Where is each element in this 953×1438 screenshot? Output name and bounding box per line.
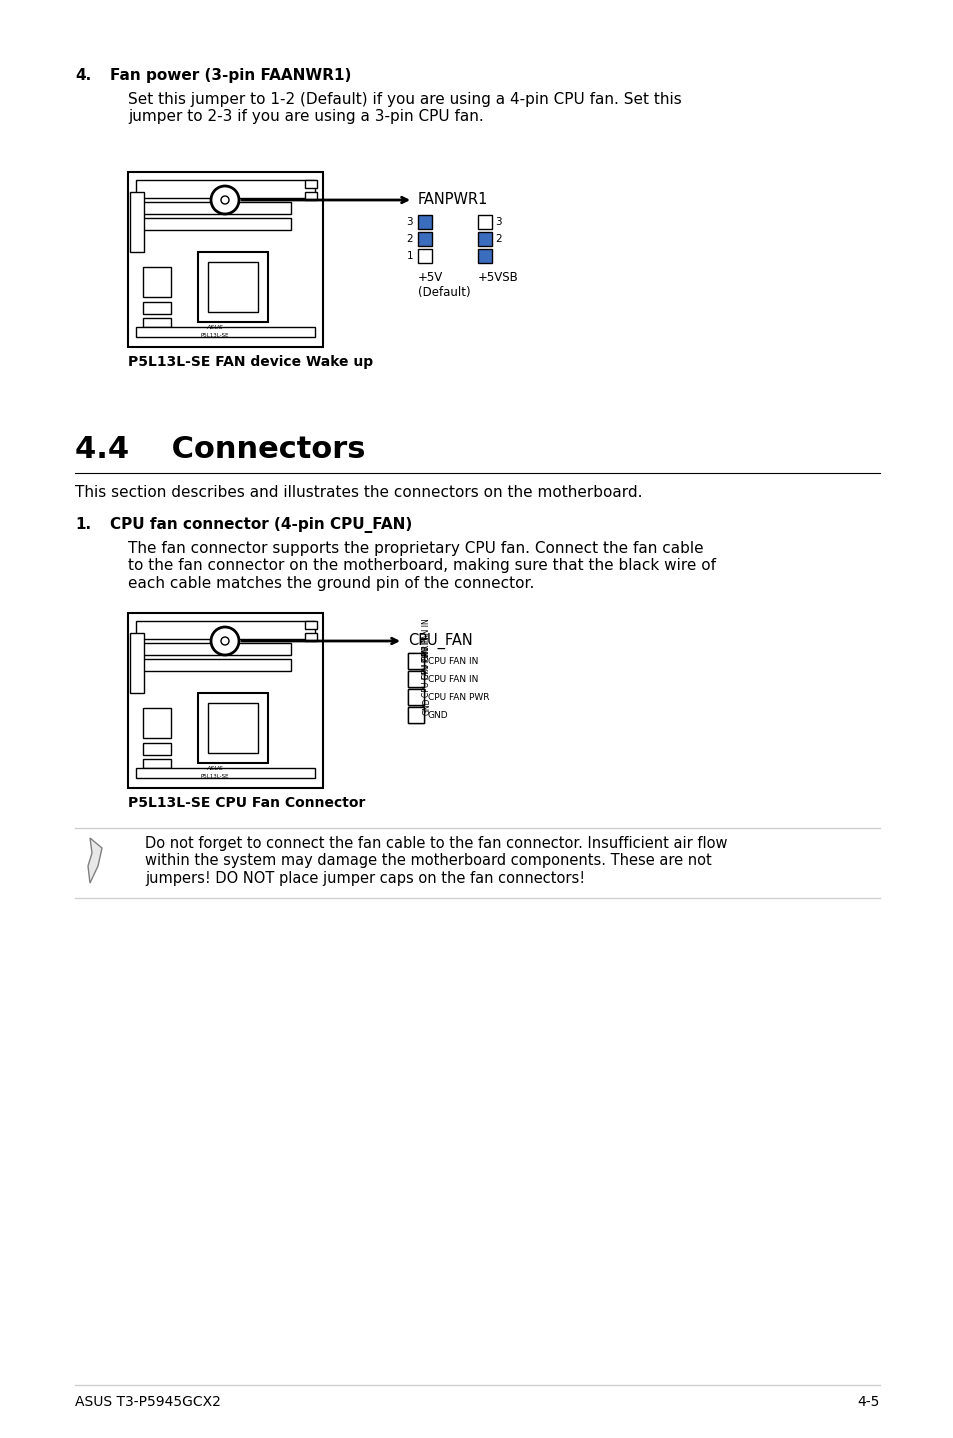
Bar [408, 653, 423, 669]
Text: 4-5: 4-5 [857, 1395, 879, 1409]
Bar [408, 689, 423, 705]
Bar [408, 653, 423, 669]
Text: CPU FAN PWR: CPU FAN PWR [422, 644, 431, 697]
Bar [136, 643, 291, 654]
Text: Do not forget to connect the fan cable to the fan connector. Insufficient air fl: Do not forget to connect the fan cable t… [145, 835, 727, 886]
Text: ASUS: ASUS [207, 766, 223, 771]
Text: Set this jumper to 1-2 (Default) if you are using a 4-pin CPU fan. Set this
jump: Set this jumper to 1-2 (Default) if you … [128, 92, 681, 125]
Text: CPU FAN IN: CPU FAN IN [428, 657, 477, 666]
Bar [198, 693, 268, 764]
Circle shape [211, 186, 239, 214]
Bar [305, 193, 316, 200]
Bar [136, 201, 291, 214]
Text: GND: GND [422, 697, 431, 715]
Bar [128, 613, 323, 788]
Text: 3: 3 [406, 217, 413, 227]
Text: CPU FAN IN: CPU FAN IN [428, 674, 477, 683]
Text: P5L13L-SE FAN device Wake up: P5L13L-SE FAN device Wake up [128, 355, 373, 370]
Bar [143, 302, 171, 313]
Text: P5L13L-SE: P5L13L-SE [200, 774, 229, 779]
Text: P5L13L-SE: P5L13L-SE [200, 334, 229, 338]
Text: FANPWR1: FANPWR1 [417, 193, 488, 207]
Text: P5L13L-SE CPU Fan Connector: P5L13L-SE CPU Fan Connector [128, 797, 365, 810]
Bar [208, 262, 257, 312]
Bar [143, 267, 171, 298]
Text: The fan connector supports the proprietary CPU fan. Connect the fan cable
to the: The fan connector supports the proprieta… [128, 541, 716, 591]
Text: GND: GND [428, 710, 448, 719]
Bar [136, 180, 314, 198]
Text: CPU FAN IN: CPU FAN IN [422, 636, 431, 679]
Circle shape [221, 637, 229, 646]
Bar [477, 249, 492, 263]
Bar [143, 743, 171, 755]
Bar [143, 318, 171, 326]
Bar [136, 219, 291, 230]
Bar [477, 232, 492, 246]
Text: CPU_FAN: CPU_FAN [408, 633, 473, 649]
Bar [128, 173, 323, 347]
Text: 2: 2 [495, 234, 501, 244]
Bar [198, 252, 268, 322]
Text: Fan power (3-pin FAANWR1): Fan power (3-pin FAANWR1) [110, 68, 351, 83]
Bar [136, 326, 314, 336]
Bar [417, 249, 432, 263]
Text: +5VSB: +5VSB [477, 270, 518, 283]
Bar [408, 672, 423, 687]
Bar [130, 193, 144, 252]
Bar [143, 759, 171, 768]
Text: 1.: 1. [75, 518, 91, 532]
Bar [208, 703, 257, 754]
Text: +5V
(Default): +5V (Default) [417, 270, 470, 299]
Bar [408, 707, 423, 723]
Bar [136, 659, 291, 672]
Bar [136, 621, 314, 638]
Bar [417, 216, 432, 229]
Circle shape [221, 196, 229, 204]
Polygon shape [88, 838, 102, 883]
Bar [408, 707, 423, 723]
Text: 2: 2 [406, 234, 413, 244]
Bar [305, 633, 316, 641]
Text: CPU FAN PWR: CPU FAN PWR [428, 693, 489, 702]
Bar [305, 180, 316, 188]
Text: 4.4    Connectors: 4.4 Connectors [75, 436, 365, 464]
Text: 1: 1 [406, 252, 413, 262]
Bar [143, 707, 171, 738]
Circle shape [211, 627, 239, 654]
Bar [408, 672, 423, 687]
Bar [477, 216, 492, 229]
Bar [305, 621, 316, 628]
Text: 3: 3 [495, 217, 501, 227]
Bar [408, 689, 423, 705]
Bar [417, 232, 432, 246]
Text: CPU FAN IN: CPU FAN IN [422, 618, 431, 661]
Text: ASUS: ASUS [207, 325, 223, 329]
Text: 4.: 4. [75, 68, 91, 83]
Bar [136, 768, 314, 778]
Bar [130, 633, 144, 693]
Text: This section describes and illustrates the connectors on the motherboard.: This section describes and illustrates t… [75, 485, 641, 500]
Text: ASUS T3-P5945GCX2: ASUS T3-P5945GCX2 [75, 1395, 221, 1409]
Text: CPU fan connector (4-pin CPU_FAN): CPU fan connector (4-pin CPU_FAN) [110, 518, 412, 533]
